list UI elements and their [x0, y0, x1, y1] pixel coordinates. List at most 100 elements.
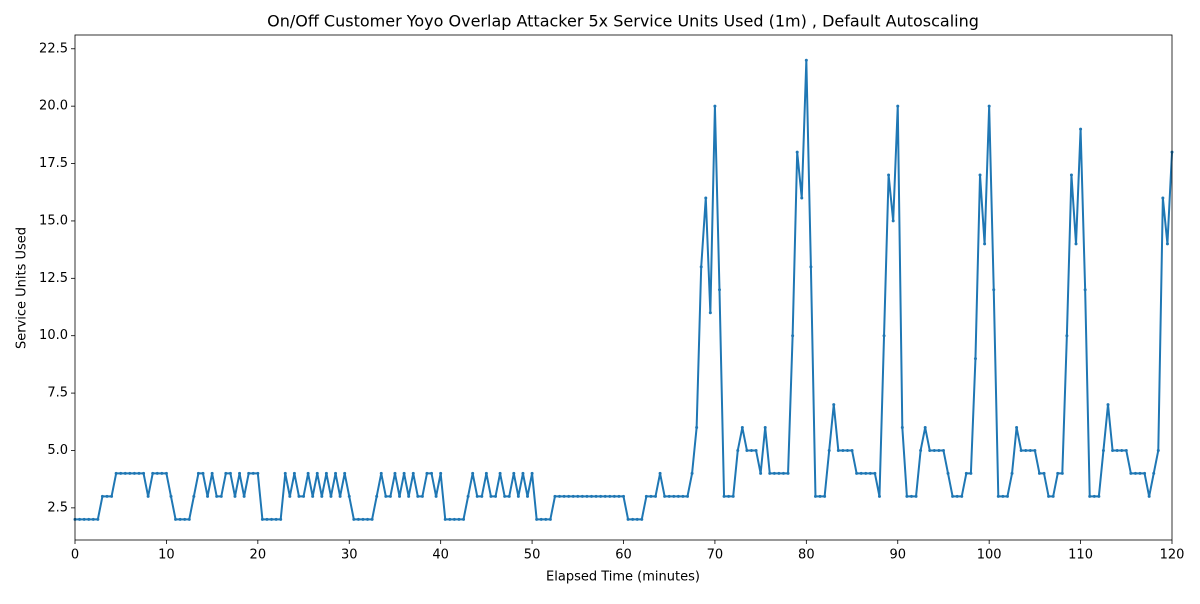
- data-point: [352, 517, 356, 521]
- data-point: [320, 494, 324, 498]
- data-point: [905, 494, 909, 498]
- data-point: [265, 517, 269, 521]
- data-point: [823, 494, 827, 498]
- data-point: [142, 471, 146, 475]
- data-point: [407, 494, 411, 498]
- data-point: [114, 471, 118, 475]
- data-point: [1069, 173, 1073, 177]
- x-tick-label: 70: [707, 548, 724, 563]
- data-point: [951, 494, 955, 498]
- data-point: [1111, 448, 1115, 452]
- data-point: [740, 426, 744, 430]
- data-point: [1060, 471, 1064, 475]
- data-point: [151, 471, 155, 475]
- y-tick-label: 10.0: [39, 328, 68, 343]
- data-point: [498, 471, 502, 475]
- data-point: [960, 494, 964, 498]
- data-point: [699, 265, 703, 269]
- y-tick-label: 22.5: [39, 41, 68, 56]
- data-point: [283, 471, 287, 475]
- data-point: [873, 471, 877, 475]
- data-point: [727, 494, 731, 498]
- data-point: [544, 517, 548, 521]
- data-point: [690, 471, 694, 475]
- data-point: [370, 517, 374, 521]
- data-point: [1152, 471, 1156, 475]
- y-tick-label: 20.0: [39, 99, 68, 114]
- data-point: [1065, 334, 1069, 338]
- data-point: [347, 494, 351, 498]
- data-point: [110, 494, 114, 498]
- data-point: [804, 58, 808, 62]
- data-point: [731, 494, 735, 498]
- data-point: [608, 494, 612, 498]
- data-point: [736, 448, 740, 452]
- data-point: [1001, 494, 1005, 498]
- plot-frame: [74, 34, 1173, 541]
- data-point: [1042, 471, 1046, 475]
- data-point: [1074, 242, 1078, 246]
- data-point: [516, 494, 520, 498]
- data-point: [896, 104, 900, 108]
- data-point: [398, 494, 402, 498]
- data-point: [411, 471, 415, 475]
- data-point: [759, 471, 763, 475]
- data-point: [521, 471, 525, 475]
- data-point: [91, 517, 95, 521]
- data-point: [786, 471, 790, 475]
- data-point: [1143, 471, 1147, 475]
- data-point: [708, 311, 712, 315]
- data-point: [832, 403, 836, 407]
- x-tick-label: 20: [250, 548, 267, 563]
- data-point: [992, 288, 996, 292]
- data-point: [324, 471, 328, 475]
- data-point: [1165, 242, 1169, 246]
- data-point: [1088, 494, 1092, 498]
- data-point: [658, 471, 662, 475]
- data-point: [845, 448, 849, 452]
- x-tick-label: 30: [341, 548, 358, 563]
- data-point: [795, 150, 799, 154]
- data-point: [242, 494, 246, 498]
- data-point: [457, 517, 461, 521]
- data-point: [877, 494, 881, 498]
- data-point: [754, 448, 758, 452]
- data-point: [366, 517, 370, 521]
- data-point: [137, 471, 141, 475]
- x-tick-label: 40: [432, 548, 449, 563]
- data-point: [160, 471, 164, 475]
- data-point: [100, 494, 104, 498]
- data-point: [777, 471, 781, 475]
- data-point: [178, 517, 182, 521]
- data-point: [1083, 288, 1087, 292]
- data-point: [1056, 471, 1060, 475]
- data-point: [603, 494, 607, 498]
- y-tick-label: 2.5: [47, 500, 68, 515]
- data-point: [599, 494, 603, 498]
- data-point: [210, 471, 214, 475]
- data-point: [356, 517, 360, 521]
- y-tick-label: 12.5: [39, 271, 68, 286]
- data-point: [594, 494, 598, 498]
- x-tick-label: 90: [889, 548, 906, 563]
- data-point: [781, 471, 785, 475]
- data-point: [663, 494, 667, 498]
- data-point: [512, 471, 516, 475]
- data-point: [379, 471, 383, 475]
- data-point: [416, 494, 420, 498]
- data-point: [329, 494, 333, 498]
- data-point: [1147, 494, 1151, 498]
- data-point: [585, 494, 589, 498]
- data-point: [274, 517, 278, 521]
- data-point: [256, 471, 260, 475]
- x-axis-label: Elapsed Time (minutes): [546, 570, 700, 585]
- data-point: [489, 494, 493, 498]
- data-point: [526, 494, 530, 498]
- data-point: [891, 219, 895, 223]
- data-point: [955, 494, 959, 498]
- data-point: [695, 426, 699, 430]
- data-point: [1097, 494, 1101, 498]
- data-point: [868, 471, 872, 475]
- data-point: [1005, 494, 1009, 498]
